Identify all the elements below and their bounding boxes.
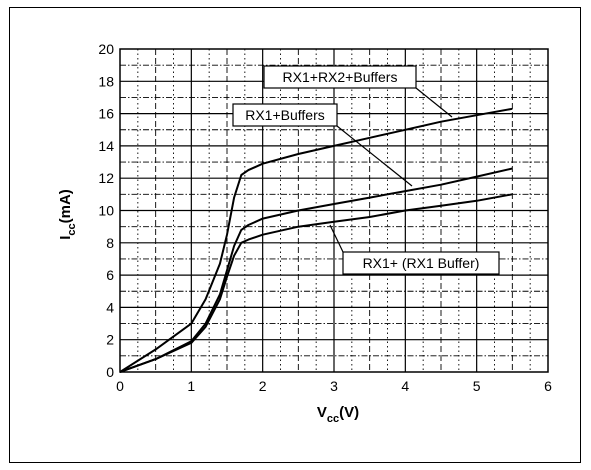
y-tick-label: 0 (106, 364, 114, 380)
series-line-2 (119, 167, 513, 373)
x-tick-label: 1 (187, 378, 195, 394)
x-tick-label: 6 (544, 378, 552, 394)
annotation-label: RX1+ (RX1 Buffer) (363, 255, 480, 271)
annotations: RX1+RX2+Buffers RX1+Buffers RX1+ (RX1 Buff… (232, 65, 500, 275)
x-tick-label: 3 (330, 378, 338, 394)
annotation-label: RX1+RX2+Buffers (283, 69, 398, 85)
annotation-box (232, 103, 338, 127)
y-tick-label: 8 (106, 235, 114, 251)
x-tick-label: 2 (259, 378, 267, 394)
y-tick-label: 18 (98, 73, 114, 89)
y-tick-label: 16 (98, 106, 114, 122)
y-tick-label: 10 (98, 203, 114, 219)
y-tick-label: 4 (106, 299, 114, 315)
y-tick-label: 2 (106, 332, 114, 348)
y-tick-label: 14 (98, 138, 114, 154)
series-layer (119, 107, 513, 373)
x-tick-label: 4 (401, 378, 409, 394)
x-axis-label: Vcc(V) (317, 404, 359, 425)
plot-border (119, 48, 549, 373)
y-tick-label: 20 (98, 41, 114, 57)
y-tick-label: 12 (98, 170, 114, 186)
grid (120, 49, 548, 372)
annotation-label: RX1+Buffers (245, 107, 325, 123)
series-line-3 (119, 193, 513, 373)
series-line-1 (119, 107, 513, 373)
x-tick-label: 0 (116, 378, 124, 394)
annotation-box (263, 65, 417, 89)
annotation-leader (329, 224, 344, 253)
annotation-leader (336, 125, 413, 187)
annotation-leader (415, 87, 453, 118)
y-tick-label: 6 (106, 267, 114, 283)
annotation-box (342, 251, 500, 275)
y-axis-label: Icc(mA) (57, 189, 78, 240)
x-tick-label: 5 (473, 378, 481, 394)
